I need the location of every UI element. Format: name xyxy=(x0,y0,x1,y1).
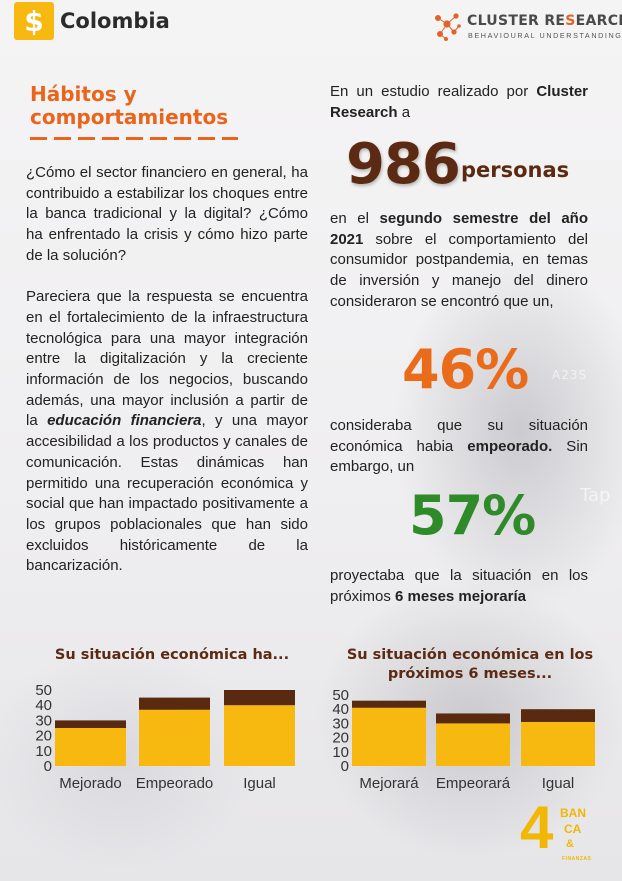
y-tick-label: 0 xyxy=(44,758,52,775)
y-tick-label: 40 xyxy=(332,701,349,718)
stat-percent-worse: 46% xyxy=(402,338,529,401)
left-column: ¿Cómo el sector financiero en general, h… xyxy=(26,163,308,598)
dollar-icon: $ xyxy=(14,2,54,40)
study-body: en el segundo semestre del año 2021 sobr… xyxy=(330,210,588,310)
bar-segment-base xyxy=(352,707,426,766)
y-tick-label: 50 xyxy=(332,687,349,704)
bar-segment-top xyxy=(139,697,210,710)
y-tick-label: 30 xyxy=(332,715,349,732)
y-tick-label: 10 xyxy=(35,743,52,760)
footer-line: & xyxy=(566,838,574,850)
bar-segment-top xyxy=(436,713,510,724)
category-label: Mejorado xyxy=(59,775,122,792)
bar-segment-top xyxy=(55,720,126,728)
footer-line: CA xyxy=(564,822,582,836)
banca-finanzas-logo: 4 BAN CA & FINANZAS xyxy=(520,794,600,870)
category-label: Empeorará xyxy=(436,775,511,792)
stat-number: 986 xyxy=(346,132,461,197)
category-label: Igual xyxy=(243,775,276,792)
y-tick-label: 50 xyxy=(35,682,52,699)
brand-logo: CLUSTER RESEARCH BEHAVIOURAL UNDERSTANDI… xyxy=(432,10,622,46)
bar-segment-base xyxy=(436,723,510,766)
bar-segment-top xyxy=(521,709,595,722)
bar-segment-base xyxy=(139,709,210,766)
cluster-logo-icon xyxy=(435,13,461,41)
chart-title: Su situación económica ha... xyxy=(54,647,290,663)
background-key-label: A23S xyxy=(552,368,588,382)
brand-name: CLUSTER RESEARCH xyxy=(467,13,622,29)
category-label: Igual xyxy=(542,775,575,792)
stat-percent-better: 57% xyxy=(409,484,536,547)
study-intro: En un estudio realizado por Cluster Rese… xyxy=(330,83,589,121)
better-text: proyectaba que la situación en los próxi… xyxy=(330,567,588,605)
bar-segment-base xyxy=(521,721,595,766)
footer-line: FINANZAS xyxy=(562,856,592,862)
worse-text: consideraba que su situación económica h… xyxy=(330,417,588,476)
section-title: Hábitos y comportamientos xyxy=(30,82,229,129)
bar-segment-base xyxy=(224,705,295,766)
chart-title: Su situación económica en los próximos 6… xyxy=(346,647,594,682)
footer-number: 4 xyxy=(520,794,554,861)
bar-segment-top xyxy=(352,700,426,708)
y-tick-label: 20 xyxy=(332,730,349,747)
background-key-label: Tap xyxy=(580,485,611,506)
category-label: Empeorado xyxy=(136,775,214,792)
emphasis-text: educación financiera xyxy=(47,412,202,430)
y-tick-label: 20 xyxy=(35,728,52,745)
title-underline xyxy=(30,137,238,140)
y-tick-label: 40 xyxy=(35,697,52,714)
stat-unit: personas xyxy=(461,158,570,182)
category-label: Mejorará xyxy=(359,775,419,792)
bar-segment-base xyxy=(55,728,126,766)
y-tick-label: 10 xyxy=(332,744,349,761)
y-tick-label: 30 xyxy=(35,712,52,729)
brand-tagline: BEHAVIOURAL UNDERSTANDING xyxy=(468,31,622,40)
footer-line: BAN xyxy=(560,806,586,820)
intro-paragraph: ¿Cómo el sector financiero en general, h… xyxy=(26,164,308,264)
bar-segment-top xyxy=(224,690,295,706)
country-label: Colombia xyxy=(60,9,170,33)
y-tick-label: 0 xyxy=(341,758,349,775)
body-paragraph: Pareciera que la respuesta se encuentra … xyxy=(26,288,309,575)
